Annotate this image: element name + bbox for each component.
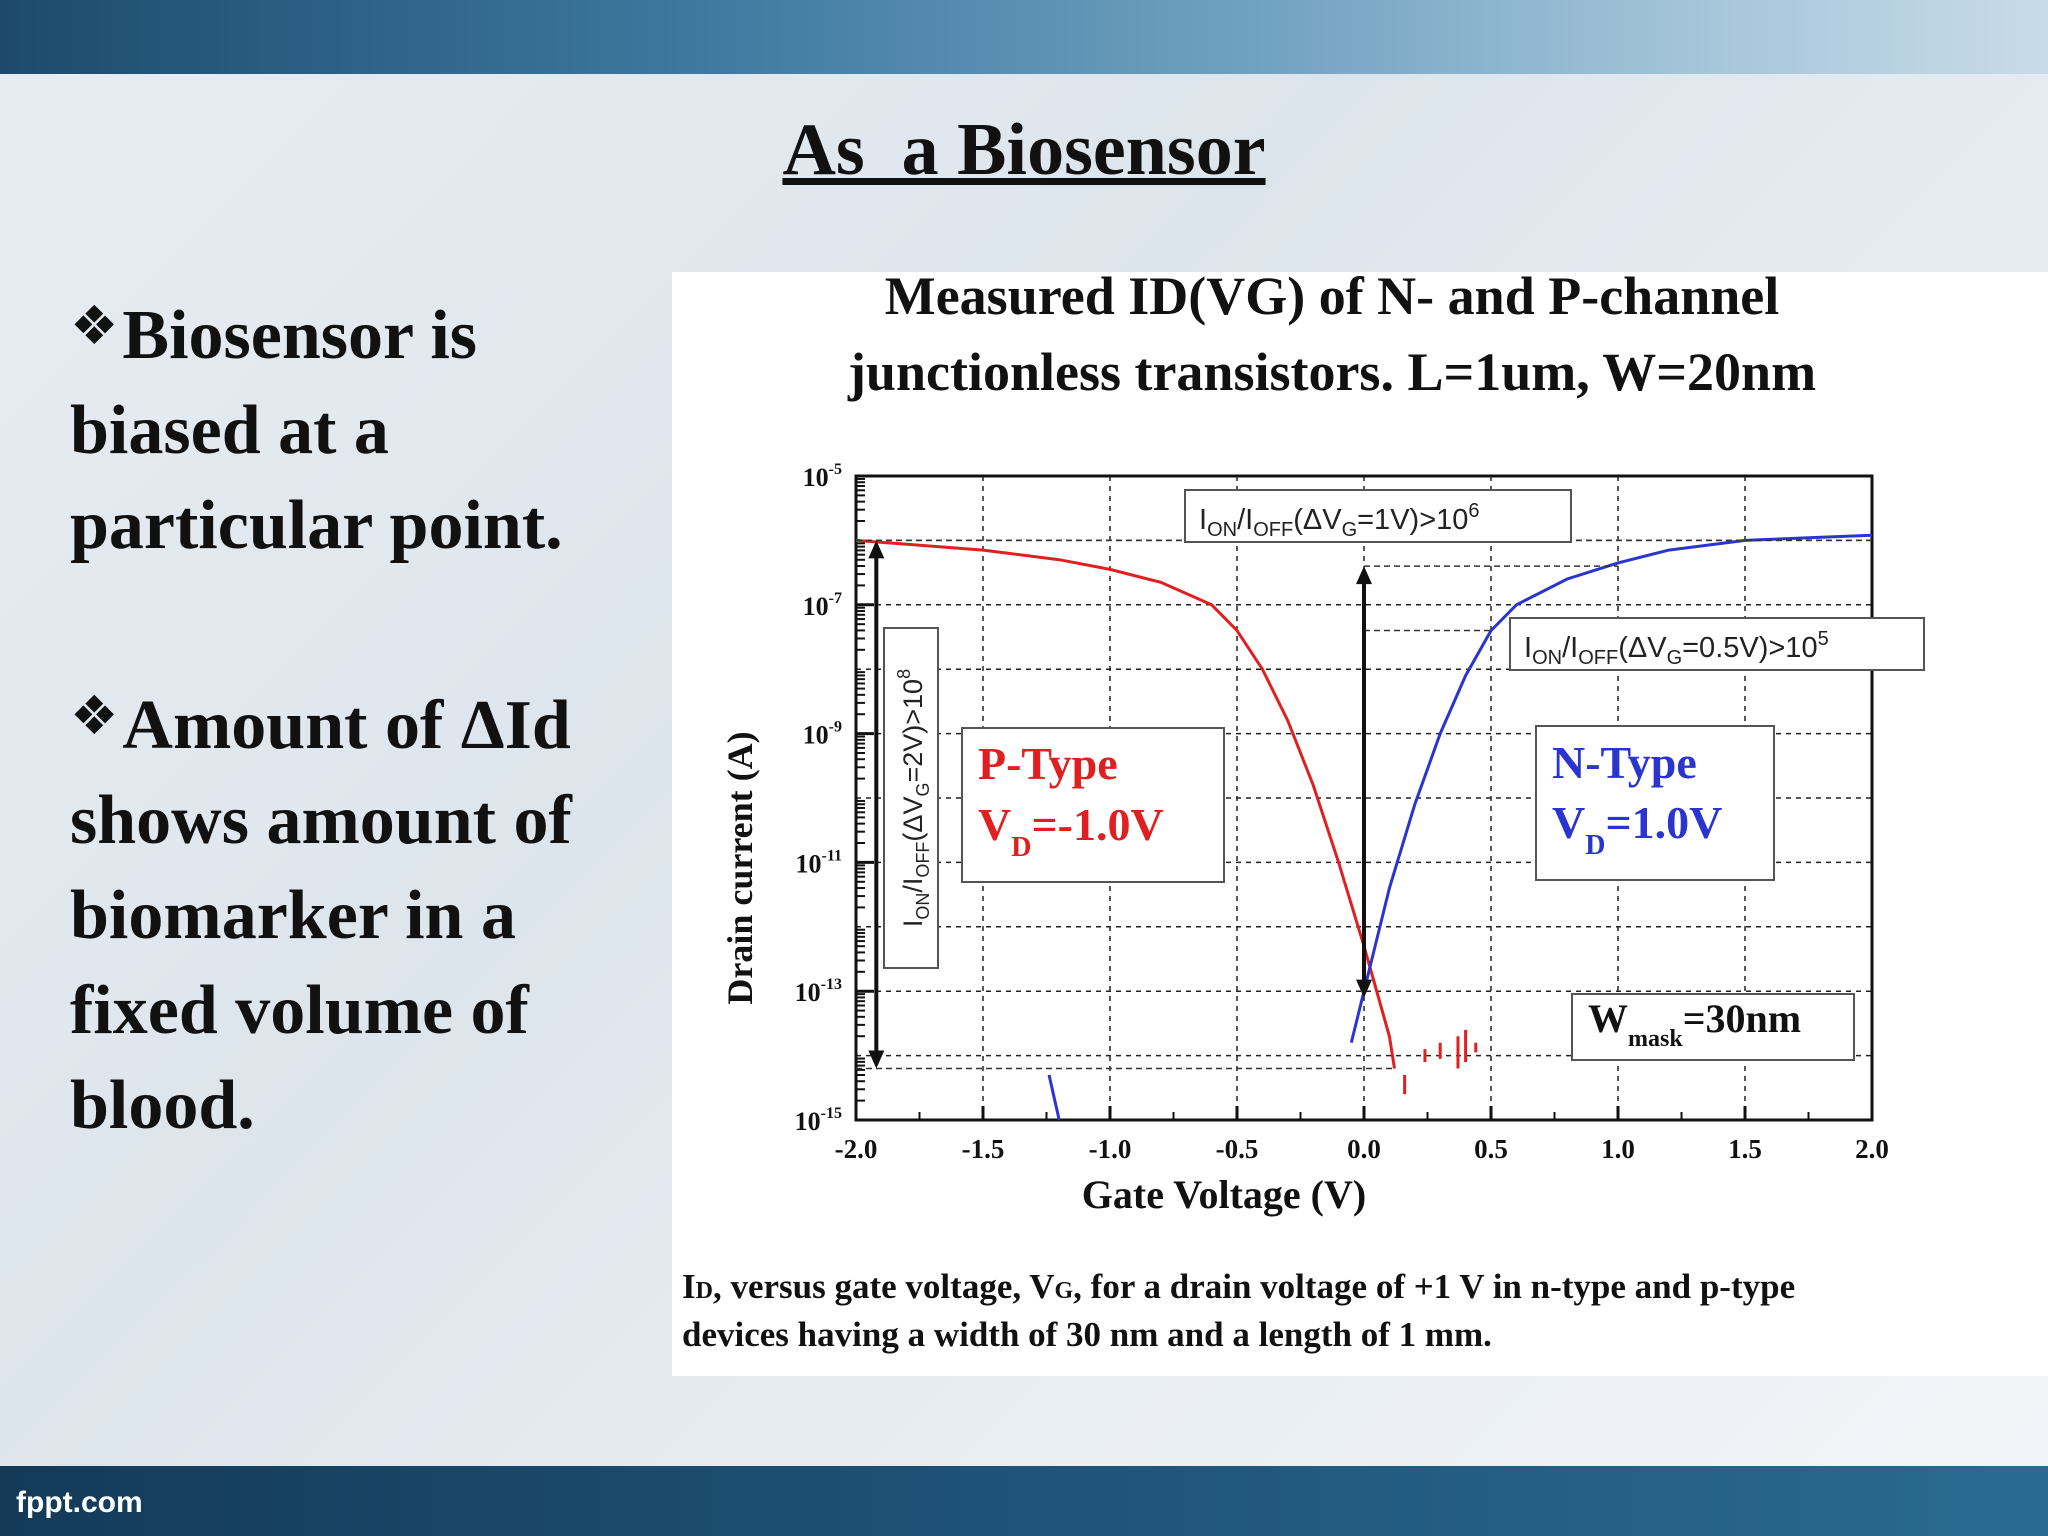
arrow-head — [868, 1050, 885, 1069]
ratio-text: ION/IOFF(ΔVG=0.5V)>105 — [1524, 628, 1829, 669]
y-tick-label: 10-15 — [795, 1105, 842, 1136]
y-axis-label: Drain current (A) — [720, 731, 760, 1004]
y-tick-label: 10-7 — [803, 590, 842, 621]
series-line-n-type — [1349, 533, 1873, 1044]
chart-title-line-1: Measured ID(VG) of N- and P-channel — [885, 272, 1779, 326]
figure-panel: Measured ID(VG) of N- and P-channel junc… — [672, 272, 2048, 1376]
footer-brand: fppt.com — [16, 1486, 143, 1519]
x-tick-label: -1.0 — [1089, 1134, 1132, 1164]
series-line-p-type — [855, 538, 1396, 1069]
figure-caption: ID, versus gate voltage, VG, for a drain… — [682, 1267, 1795, 1354]
diamond-bullet-icon: ❖ — [70, 684, 119, 747]
x-tick-label: 0.0 — [1347, 1134, 1381, 1164]
bullet-text: Biosensor is biased at a particular poin… — [70, 297, 563, 564]
p-type-label-box: P-Type VD=-1.0V — [961, 727, 1225, 883]
ratio-box-2v: ION/IOFF(ΔVG=2V)>108 — [883, 627, 939, 969]
y-tick-label: 10-5 — [803, 461, 842, 492]
x-axis-label: Gate Voltage (V) — [1082, 1172, 1366, 1217]
x-tick-label: 0.5 — [1474, 1134, 1508, 1164]
series-layer — [855, 533, 1873, 1121]
bullet-list: ❖Biosensor is biased at a particular poi… — [70, 278, 670, 1248]
x-tick-label: 1.0 — [1601, 1134, 1635, 1164]
n-type-label-box: N-Type VD=1.0V — [1535, 725, 1775, 881]
n-type-drain-voltage: VD=1.0V — [1552, 797, 1722, 861]
p-type-label: P-Type — [978, 738, 1118, 789]
ratio-box-1v: ION/IOFF(ΔVG=1V)>106 — [1184, 489, 1572, 543]
y-tick-label: 10-9 — [803, 719, 842, 750]
x-tick-label: 1.5 — [1728, 1134, 1762, 1164]
annotations-layer: ION/IOFF(ΔVG=1V)>106 ION/IOFF(ΔVG=0.5V)>1… — [856, 489, 1925, 1070]
top-decorative-band — [0, 0, 2048, 74]
p-type-drain-voltage: VD=-1.0V — [978, 799, 1164, 863]
slide-title: As a Biosensor — [782, 109, 1266, 191]
caption-line-1: ID, versus gate voltage, VG, for a drain… — [682, 1267, 1795, 1306]
caption-line-2: devices having a width of 30 nm and a le… — [682, 1315, 1492, 1354]
ratio-text: ION/IOFF(ΔVG=2V)>108 — [894, 669, 933, 927]
n-type-cutoff-segment — [1047, 1074, 1061, 1121]
y-tick-label: 10-11 — [796, 847, 842, 878]
bottom-decorative-band — [0, 1466, 2048, 1536]
ratio-text: ION/IOFF(ΔVG=1V)>106 — [1199, 500, 1480, 541]
wmask-box: Wmask=30nm — [1571, 993, 1855, 1061]
x-tick-label: -1.5 — [962, 1134, 1005, 1164]
x-tick-label: 2.0 — [1855, 1134, 1889, 1164]
bullet-item: ❖Amount of ΔId shows amount of biomarker… — [70, 668, 670, 1153]
id-vg-chart: Measured ID(VG) of N- and P-channel junc… — [682, 272, 1925, 1354]
bullet-text: Amount of ΔId shows amount of biomarker … — [70, 687, 572, 1144]
arrow-head — [1356, 566, 1372, 585]
n-type-label: N-Type — [1552, 737, 1697, 788]
x-tick-label: -2.0 — [835, 1134, 878, 1164]
y-tick-label: 10-13 — [795, 976, 842, 1007]
bullet-item: ❖Biosensor is biased at a particular poi… — [70, 278, 670, 573]
wmask-text: Wmask=30nm — [1588, 996, 1801, 1052]
arrow-head — [1356, 979, 1372, 998]
ratio-box-05v: ION/IOFF(ΔVG=0.5V)>105 — [1509, 617, 1925, 671]
axes: -2.0 -1.5 -1.0 -0.5 0.0 0.5 1.0 1.5 2.0 10-5 10-7 1… — [795, 461, 1889, 1164]
chart-title-line-2: junctionless transistors. L=1um, W=20nm — [847, 342, 1816, 402]
diamond-bullet-icon: ❖ — [70, 294, 119, 357]
x-tick-label: -0.5 — [1216, 1134, 1259, 1164]
arrow-head — [868, 540, 885, 559]
